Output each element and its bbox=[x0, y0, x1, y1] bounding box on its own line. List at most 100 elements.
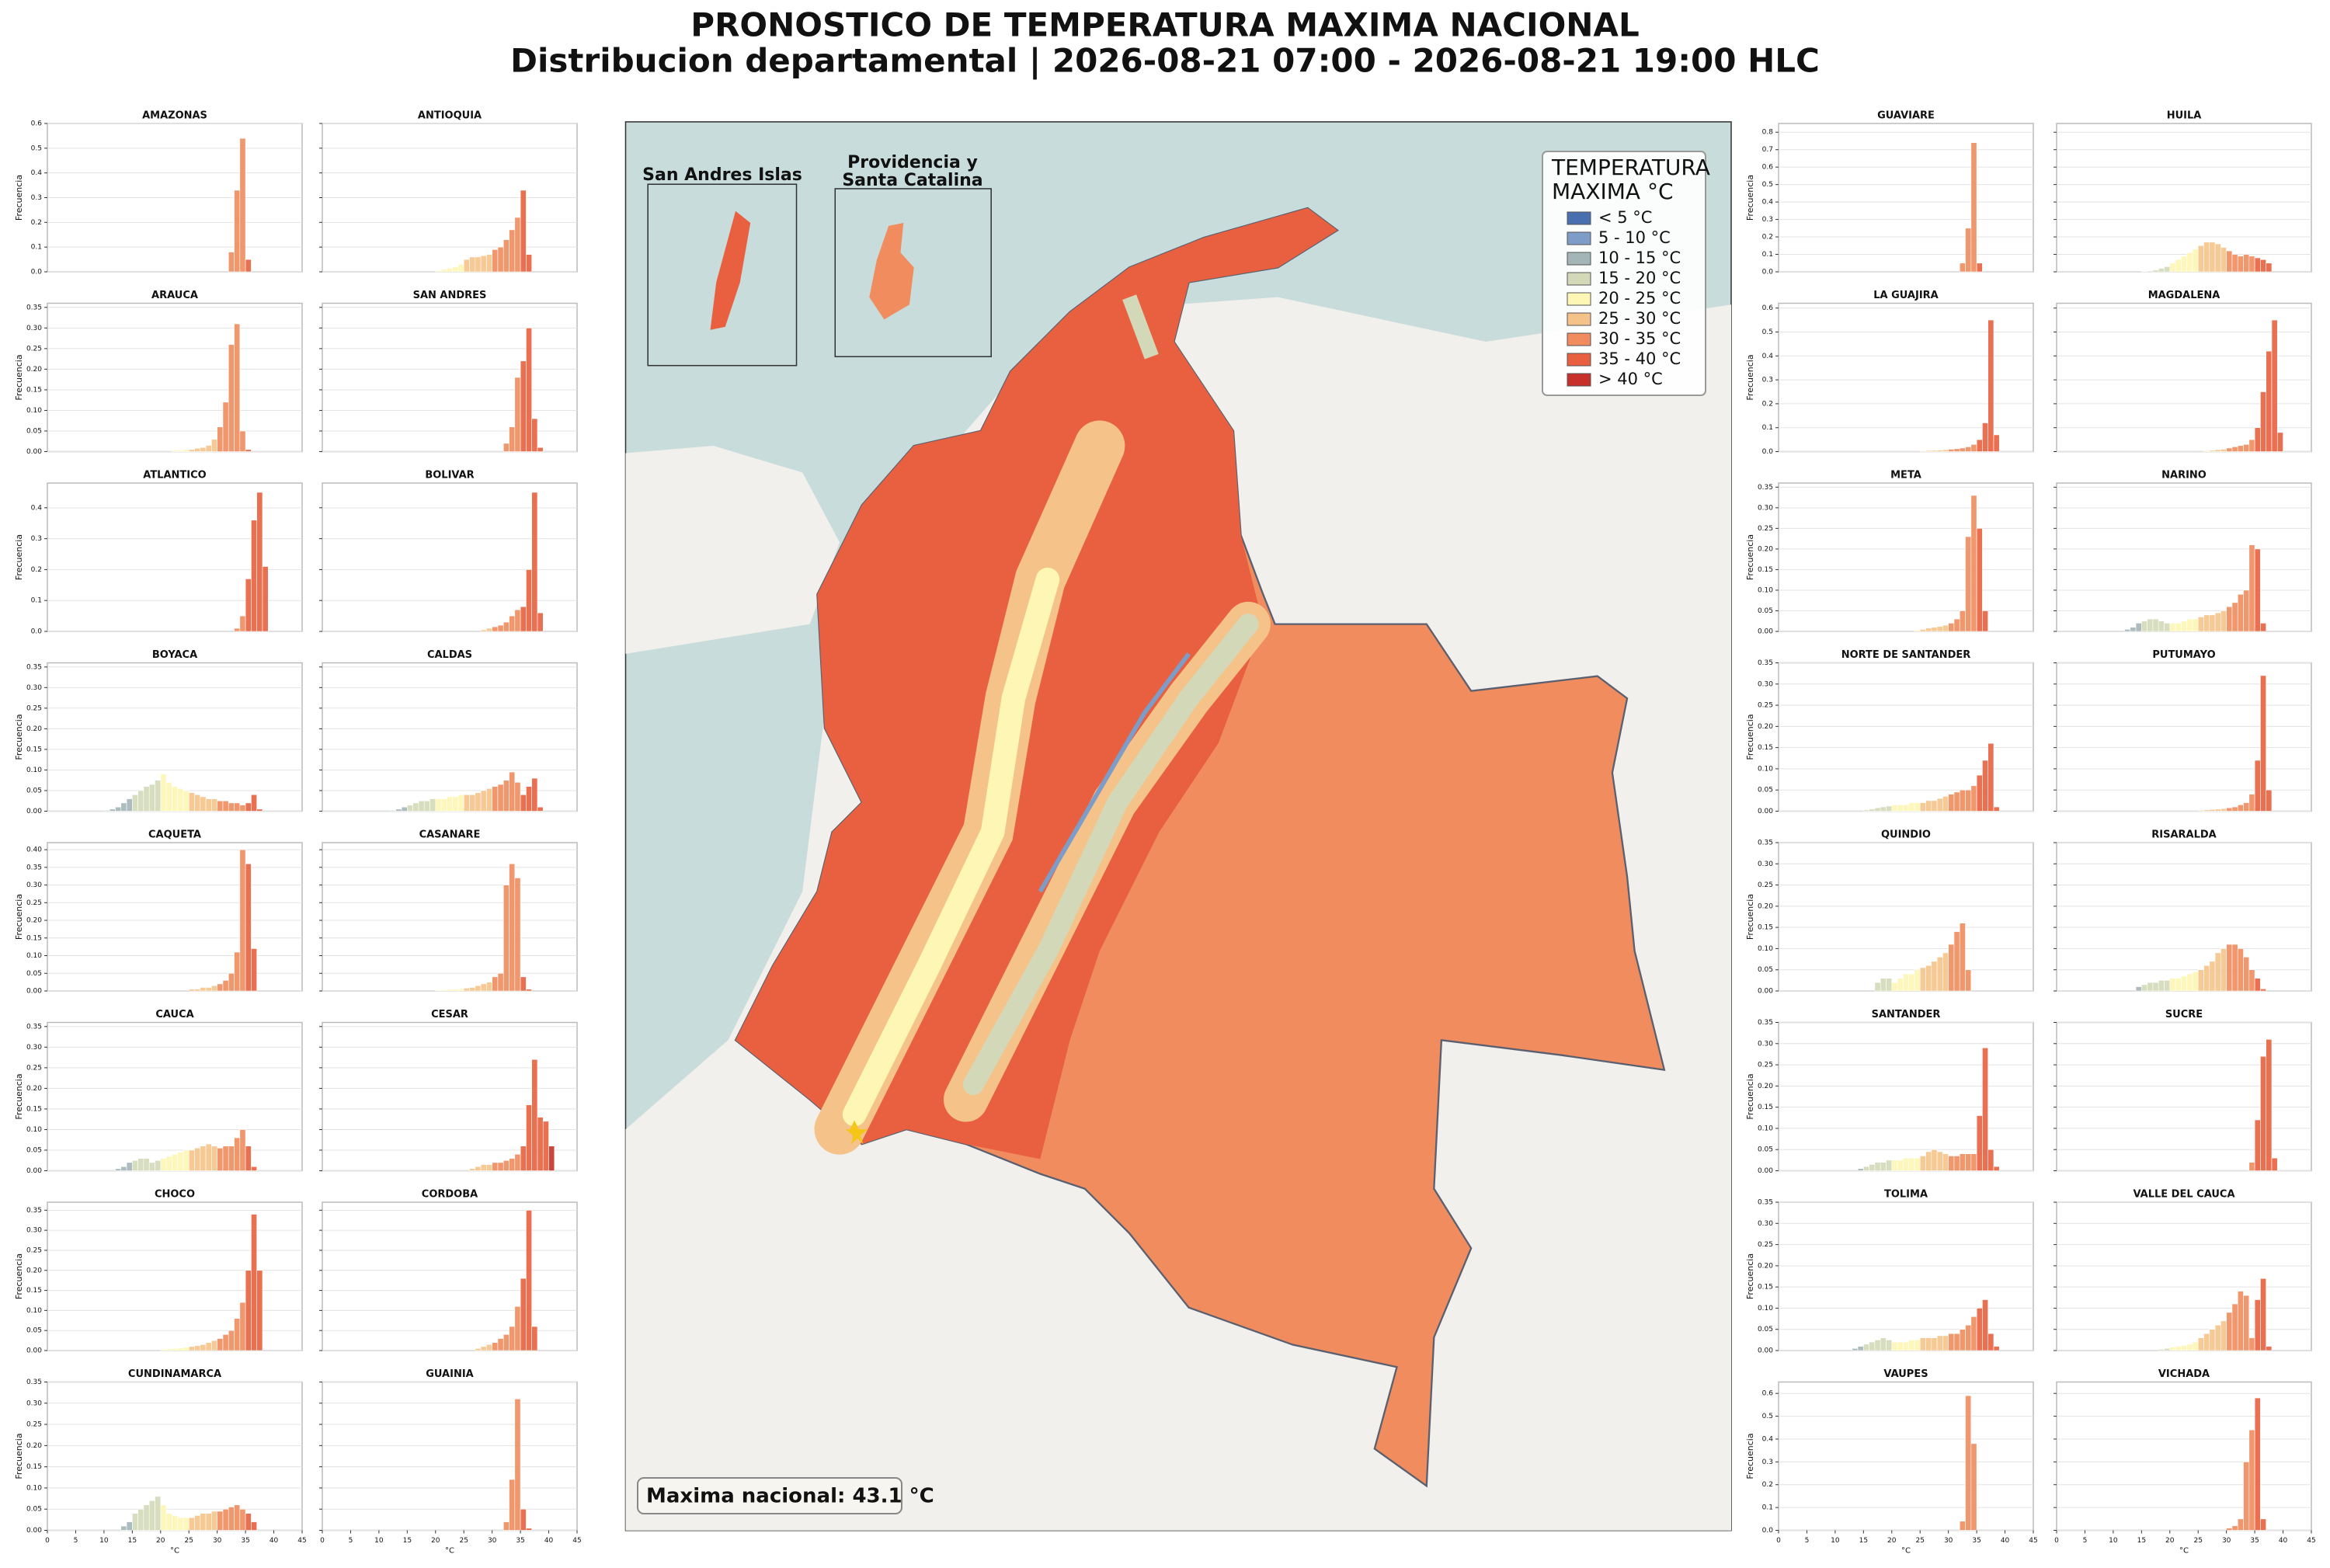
y-tick-label: 0.15 bbox=[1758, 924, 1773, 932]
y-tick-label: 0.35 bbox=[1758, 659, 1773, 667]
inset-frame bbox=[647, 183, 798, 367]
bar bbox=[1965, 1395, 1972, 1531]
bar bbox=[239, 805, 246, 812]
bar bbox=[1874, 982, 1881, 992]
bar bbox=[1970, 1153, 1977, 1171]
x-tick-label: 40 bbox=[270, 1537, 279, 1545]
bar bbox=[1993, 806, 2000, 812]
bar bbox=[2237, 805, 2244, 812]
bar bbox=[2203, 1333, 2210, 1351]
bar bbox=[188, 449, 195, 452]
y-tick-label: 0.6 bbox=[1762, 304, 1774, 312]
bar bbox=[222, 402, 229, 452]
chart-title: QUINDIO bbox=[1881, 829, 1931, 841]
bar bbox=[1948, 1333, 1955, 1351]
bar bbox=[2186, 252, 2193, 273]
bar bbox=[2141, 984, 2147, 992]
x-tick-label: 25 bbox=[184, 1537, 193, 1545]
bar bbox=[183, 1347, 190, 1351]
x-tick-label: 15 bbox=[128, 1537, 137, 1545]
bar bbox=[1976, 528, 1983, 632]
bar bbox=[1965, 1153, 1972, 1171]
chart-title: NORTE DE SANTANDER bbox=[1841, 649, 1971, 661]
y-tick-label: 0.00 bbox=[26, 988, 42, 996]
y-tick-label: 0.40 bbox=[26, 847, 42, 854]
y-tick-label: 0.10 bbox=[1758, 586, 1773, 594]
y-tick-label: 0.30 bbox=[26, 684, 42, 692]
bar bbox=[492, 1342, 499, 1351]
y-tick-label: 0.5 bbox=[1762, 329, 1773, 336]
x-tick-label: 20 bbox=[1887, 1537, 1897, 1545]
bar bbox=[1931, 1337, 1938, 1351]
bar bbox=[103, 810, 110, 812]
bar bbox=[1987, 1333, 1994, 1351]
bar bbox=[155, 1496, 162, 1531]
bar bbox=[1931, 961, 1938, 992]
bar bbox=[418, 800, 425, 812]
bar bbox=[1880, 1337, 1887, 1351]
bar bbox=[172, 1348, 178, 1351]
x-tick-label: 40 bbox=[544, 1537, 554, 1545]
bar bbox=[2214, 808, 2221, 812]
bar bbox=[412, 802, 419, 812]
bar bbox=[1925, 450, 1932, 452]
y-tick-label: 0.30 bbox=[1758, 680, 1773, 688]
bar bbox=[514, 217, 521, 273]
bar bbox=[2197, 1337, 2204, 1351]
bar bbox=[526, 989, 532, 992]
x-tick-label: 25 bbox=[1915, 1537, 1924, 1545]
axes bbox=[1778, 123, 2034, 273]
bar bbox=[2248, 1429, 2255, 1531]
axes bbox=[47, 302, 303, 453]
bar bbox=[1970, 495, 1977, 632]
legend-label: 5 - 10 °C bbox=[1598, 228, 1671, 247]
y-tick-label: 0.30 bbox=[1758, 504, 1773, 512]
bar bbox=[435, 989, 442, 992]
bar bbox=[503, 443, 509, 452]
bar bbox=[520, 794, 527, 812]
bar bbox=[177, 1347, 184, 1351]
bar bbox=[1987, 742, 1994, 812]
bar bbox=[447, 267, 453, 273]
legend-swatch bbox=[1567, 211, 1591, 225]
bar bbox=[514, 878, 521, 992]
y-axis-label: Frecuencia bbox=[14, 1073, 24, 1119]
y-tick-label: 0.20 bbox=[26, 1442, 42, 1450]
legend-swatch bbox=[1567, 353, 1591, 367]
bar bbox=[1919, 967, 1926, 992]
axes bbox=[2056, 842, 2312, 992]
bar bbox=[2164, 623, 2171, 632]
bar bbox=[1914, 1340, 1921, 1351]
bar bbox=[2231, 1525, 2238, 1531]
bar bbox=[160, 1158, 167, 1171]
bar bbox=[251, 794, 257, 812]
bar bbox=[537, 1117, 544, 1171]
bar bbox=[2152, 982, 2159, 992]
bar bbox=[2203, 450, 2210, 452]
y-tick-label: 0.6 bbox=[1762, 1390, 1774, 1398]
bar bbox=[2135, 986, 2142, 992]
axes bbox=[322, 1201, 578, 1351]
bar bbox=[2158, 621, 2165, 632]
bar bbox=[2231, 602, 2238, 632]
bar bbox=[2254, 548, 2261, 632]
bar bbox=[1857, 1168, 1864, 1171]
y-tick-label: 0.00 bbox=[1758, 628, 1773, 636]
bar bbox=[239, 849, 246, 992]
bar bbox=[1874, 1162, 1881, 1171]
bar bbox=[1942, 952, 1949, 992]
y-axis-label: Frecuencia bbox=[14, 894, 24, 940]
y-tick-label: 0.25 bbox=[1758, 702, 1773, 710]
bar bbox=[165, 1156, 172, 1171]
bar bbox=[217, 800, 224, 812]
bar bbox=[205, 1513, 212, 1531]
y-tick-label: 0.05 bbox=[1758, 966, 1773, 974]
y-axis-label: Frecuencia bbox=[14, 534, 24, 580]
bar bbox=[2248, 1337, 2255, 1351]
bar bbox=[160, 1504, 167, 1531]
bar bbox=[211, 1146, 217, 1171]
bar bbox=[492, 249, 499, 273]
bar bbox=[2220, 449, 2227, 452]
bar bbox=[1908, 1157, 1915, 1171]
